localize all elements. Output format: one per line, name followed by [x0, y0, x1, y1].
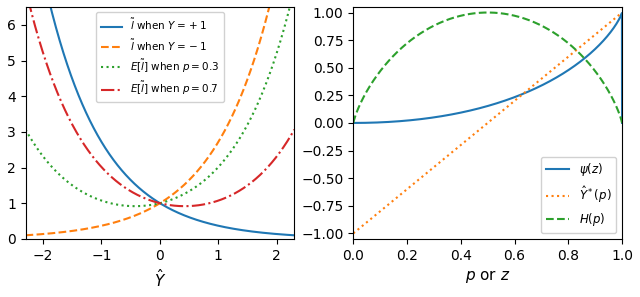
X-axis label: $p$ or $z$: $p$ or $z$ [465, 268, 510, 285]
Legend: $\psi(z)$, $\hat{Y}^*(p)$, $H(p)$: $\psi(z)$, $\hat{Y}^*(p)$, $H(p)$ [541, 157, 616, 233]
X-axis label: $\hat{Y}$: $\hat{Y}$ [154, 268, 166, 290]
Legend: $\tilde{l}$ when $Y = +1$, $\tilde{l}$ when $Y = -1$, $E[\tilde{l}]$ when $p = 0: $\tilde{l}$ when $Y = +1$, $\tilde{l}$ w… [95, 12, 224, 102]
